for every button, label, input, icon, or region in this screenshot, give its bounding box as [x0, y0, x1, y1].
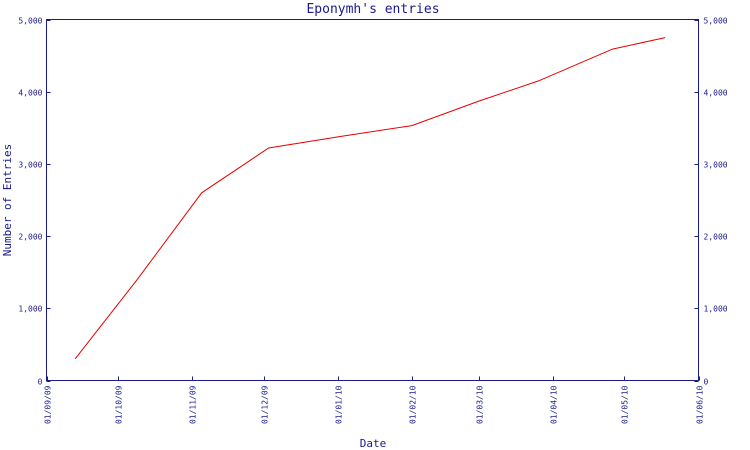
y-tick-label-left: 1,000: [18, 305, 42, 314]
x-tick-label: 01/02/10: [409, 385, 418, 424]
chart-title: Eponymh's entries: [306, 2, 439, 17]
series-line: [74, 37, 666, 360]
x-tick-label: 01/03/10: [476, 385, 485, 424]
x-tick-label: 01/05/10: [621, 385, 630, 424]
plot-frame: [46, 19, 699, 381]
x-tick-label: 01/10/09: [115, 385, 124, 424]
y-tick-label-right: 5,000: [704, 17, 728, 26]
y-tick-label-right: 2,000: [704, 233, 728, 242]
x-axis: 01/09/09 01/10/09 01/11/09 01/12/09 01/01/10…: [44, 376, 705, 424]
y-axis: 0 0 1,000 1,000 2,000 2,000 3,000 3,000 4,000 4,0…: [18, 17, 727, 387]
x-tick-label: 01/09/09: [44, 385, 53, 424]
y-tick-label-right: 1,000: [704, 305, 728, 314]
y-axis-label: Number of Entries: [1, 144, 14, 257]
x-tick-label: 01/06/10: [696, 385, 705, 424]
y-tick-label-left: 2,000: [18, 233, 42, 242]
x-tick-label: 01/11/09: [189, 385, 198, 424]
y-tick-label-left: 3,000: [18, 161, 42, 170]
x-tick-label: 01/12/09: [261, 385, 270, 424]
y-tick-label-right: 0: [704, 378, 709, 387]
x-tick-label: 01/04/10: [550, 385, 559, 424]
y-tick-label-left: 4,000: [18, 89, 42, 98]
y-tick-label-right: 3,000: [704, 161, 728, 170]
x-tick-label: 01/01/10: [335, 385, 344, 424]
y-tick-label-left: 0: [38, 378, 43, 387]
y-tick-label-right: 4,000: [704, 89, 728, 98]
y-tick-label-left: 5,000: [18, 17, 42, 26]
x-axis-label: Date: [360, 437, 387, 450]
